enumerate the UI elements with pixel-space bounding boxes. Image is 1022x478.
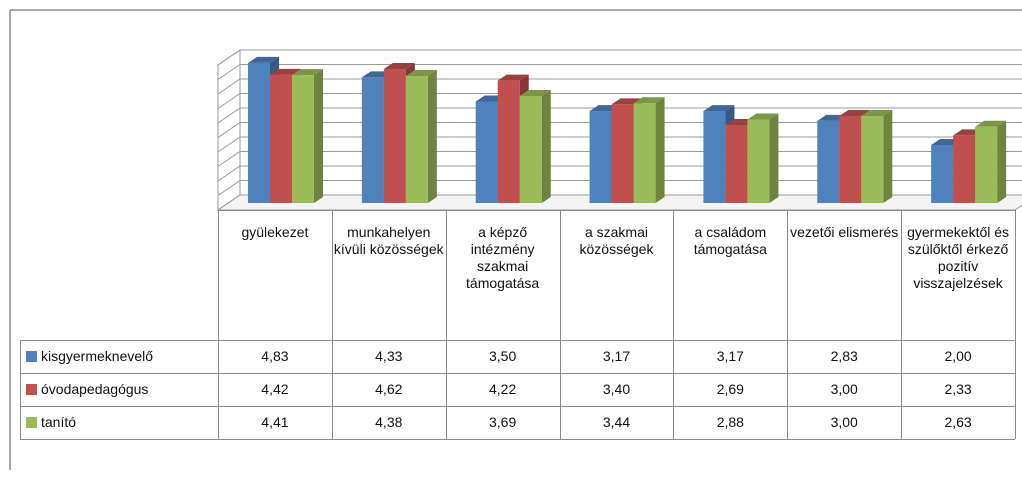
bar — [931, 145, 954, 203]
bar-top — [839, 110, 871, 116]
legend-label: kisgyermeknevelő — [41, 348, 154, 364]
value-label: 4,42 — [261, 381, 289, 397]
legend-label: óvodapedagógus — [41, 381, 149, 397]
legend-swatch — [26, 384, 37, 395]
bar — [405, 75, 428, 203]
category-label: vezetői elismerés — [790, 224, 899, 240]
bar — [383, 69, 406, 204]
value-label: 2,83 — [830, 348, 858, 364]
legend-swatch — [26, 417, 37, 428]
table-line — [20, 340, 21, 439]
category-label: gyülekezet — [241, 224, 309, 240]
bar — [475, 101, 498, 203]
bar-top — [497, 74, 529, 81]
category-label: gyermekektől és szülőktől érkező pozitív… — [907, 224, 1010, 291]
value-label: 3,17 — [716, 348, 744, 364]
grid-line — [217, 49, 1022, 66]
value-label: 3,00 — [830, 381, 858, 397]
table-line — [1015, 210, 1016, 439]
bar — [611, 104, 634, 203]
bar — [633, 103, 656, 203]
table-line — [787, 210, 789, 439]
bar — [519, 95, 542, 203]
bar-top — [383, 63, 415, 70]
bar-side — [314, 69, 323, 203]
table-line — [20, 340, 1015, 341]
bar — [861, 116, 884, 203]
value-label: 2,33 — [944, 381, 972, 397]
value-label: 4,62 — [375, 381, 403, 397]
value-label: 4,41 — [261, 414, 289, 430]
bar — [703, 111, 726, 203]
grid-line — [217, 78, 1022, 95]
bar-side — [541, 89, 551, 203]
bar — [975, 126, 998, 203]
value-label: 4,33 — [375, 348, 403, 364]
value-label: 2,63 — [944, 414, 972, 430]
bar — [497, 80, 520, 203]
value-label: 2,88 — [716, 414, 744, 430]
bar-top — [292, 69, 323, 76]
table-line — [331, 210, 333, 439]
bar-side — [427, 69, 437, 203]
bar-top — [975, 120, 1007, 127]
legend-entry: óvodapedagógus — [26, 381, 216, 398]
table-line — [20, 373, 1015, 374]
value-label: 3,00 — [830, 414, 858, 430]
bar-side — [883, 110, 893, 203]
bar-top — [747, 113, 779, 120]
value-label: 3,17 — [602, 348, 631, 364]
value-label: 4,22 — [489, 381, 517, 397]
value-label: 3,44 — [602, 414, 631, 430]
bar — [248, 62, 270, 204]
legend-swatch — [26, 351, 37, 362]
bar — [361, 77, 384, 203]
category-label: munkahelyen kívüli közösségek — [333, 224, 444, 257]
table-line — [559, 210, 561, 439]
bar-side — [769, 113, 779, 203]
bar-top — [270, 68, 301, 75]
table-line — [20, 439, 1015, 440]
bar — [817, 120, 840, 203]
bar-top — [248, 56, 279, 63]
bar-side — [997, 120, 1007, 203]
category-label: a képző intézmény szakmai támogatása — [466, 224, 540, 291]
bar-side — [655, 97, 665, 203]
bar-top — [703, 105, 735, 112]
bar — [589, 111, 612, 203]
value-label: 2,69 — [716, 381, 744, 397]
grid-line — [217, 64, 1022, 80]
legend-label: tanító — [41, 414, 77, 430]
table-line — [218, 210, 1015, 211]
bar-top — [405, 69, 437, 76]
grid-line — [217, 107, 1022, 124]
bar-top — [861, 110, 893, 116]
bar — [747, 119, 770, 203]
table-line — [901, 210, 903, 439]
table-line — [20, 406, 1015, 407]
value-label: 2,00 — [944, 348, 972, 364]
bar — [270, 74, 292, 203]
value-label: 4,83 — [261, 348, 289, 364]
value-label: 4,38 — [375, 414, 403, 430]
bar-top — [519, 89, 551, 96]
bar — [292, 75, 314, 203]
table-line — [218, 210, 219, 439]
category-label: a családom támogatása — [693, 224, 767, 257]
value-label: 3,50 — [489, 348, 517, 364]
grid-line — [217, 93, 1022, 109]
legend-entry: kisgyermeknevelő — [26, 348, 216, 365]
bar — [839, 116, 862, 203]
bar — [953, 135, 976, 203]
table-line — [445, 210, 447, 439]
bar-top — [633, 97, 665, 104]
bar — [725, 124, 748, 203]
value-label: 3,40 — [602, 381, 631, 397]
legend-entry: tanító — [26, 414, 216, 431]
table-line — [673, 210, 675, 439]
value-label: 3,69 — [489, 414, 517, 430]
category-label: a szakmai közösségek — [579, 224, 654, 257]
